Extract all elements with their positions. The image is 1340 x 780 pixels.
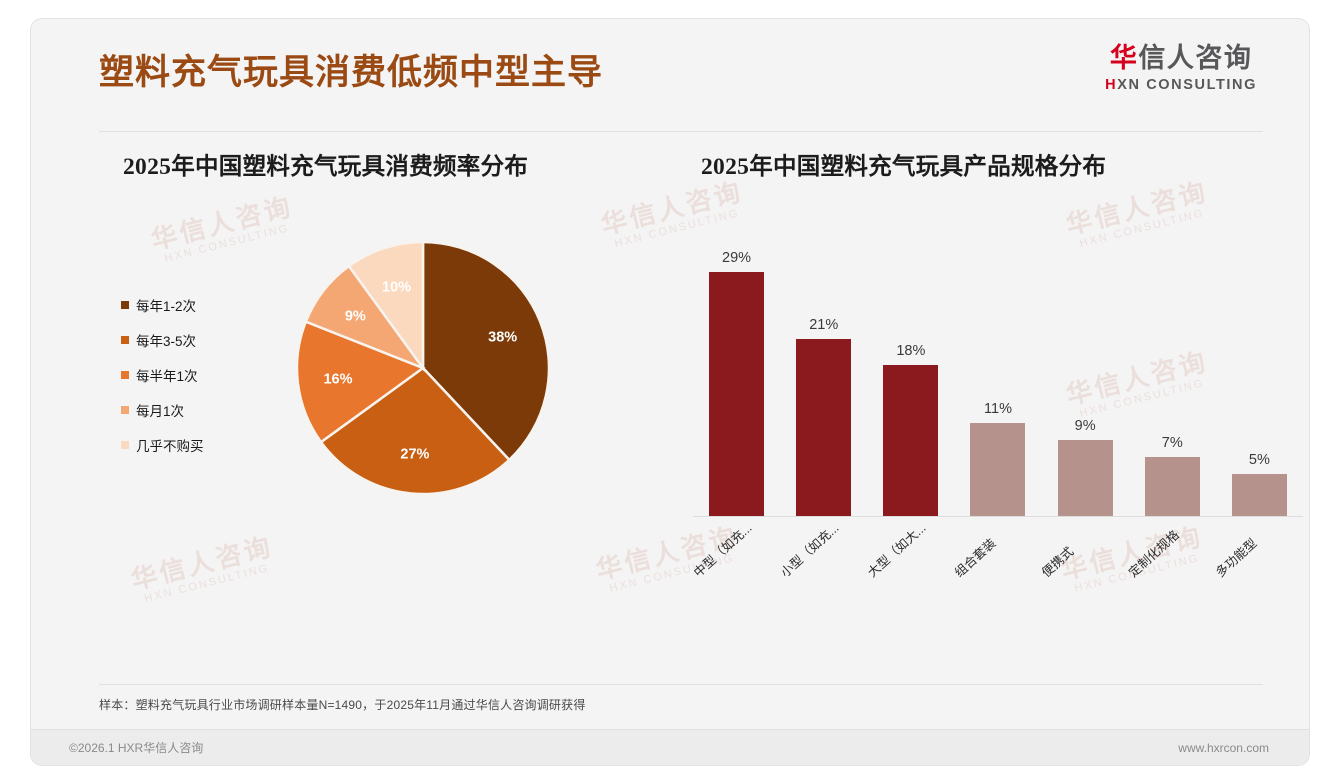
- slide-header: 塑料充气玩具消费低频中型主导 华信人咨询 HXN CONSULTING: [31, 19, 1309, 119]
- website-link[interactable]: www.hxrcon.com: [1178, 740, 1269, 755]
- bar-rect[interactable]: [796, 339, 852, 516]
- pie-graphic: 38% 27% 16% 9% 10%: [296, 241, 550, 495]
- pie-legend-label: 每年1-2次: [136, 299, 197, 314]
- bar-column[interactable]: 5%: [1216, 234, 1303, 516]
- pie-slice[interactable]: [421, 241, 550, 462]
- pie-legend-item[interactable]: 每月1次: [121, 400, 204, 420]
- bar-chart-title: 2025年中国塑料充气玩具产品规格分布: [701, 154, 1107, 180]
- bar-rect[interactable]: [970, 423, 1026, 516]
- bar-value-label: 21%: [809, 317, 839, 334]
- bar-category-label: 便携式: [1039, 544, 1077, 580]
- page-title: 塑料充气玩具消费低频中型主导: [99, 52, 604, 92]
- bar-category-labels: 中型（如充... 小型（如充... 大型（如大... 组合套装 便携式 定制化规格 多功能型: [691, 500, 1303, 580]
- copyright-text: ©2026.1 HXR华信人咨询: [69, 741, 204, 755]
- bottom-bar: ©2026.1 HXR华信人咨询 www.hxrcon.com: [31, 729, 1309, 765]
- legend-swatch-icon: [121, 406, 129, 414]
- bar-value-label: 9%: [1074, 418, 1096, 435]
- bar-column[interactable]: 9%: [1042, 234, 1129, 516]
- bar-category-label: 大型（如大...: [864, 520, 929, 580]
- bar-chart-panel: 2025年中国塑料充气玩具产品规格分布 29% 21% 18% 11% 9% 7% 5% 中…: [679, 147, 1309, 647]
- logo-en-red: H: [1105, 77, 1118, 94]
- company-logo: 华信人咨询 HXN CONSULTING: [1105, 45, 1257, 93]
- pie-legend: 每年1-2次 每年3-5次 每半年1次每月1次几乎不购买: [121, 295, 204, 455]
- pie-legend-label: 每月1次: [136, 404, 185, 419]
- pie-legend-item[interactable]: 每年1-2次: [121, 295, 204, 315]
- pie-chart-area: 每年1-2次 每年3-5次 每半年1次每月1次几乎不购买 38% 27% 16% 9% 10…: [93, 233, 673, 563]
- bar-rect[interactable]: [709, 272, 765, 516]
- slide-card: 华信人咨询 HXN CONSULTING 华信人咨询 HXN CONSULTIN…: [30, 18, 1310, 766]
- pie-legend-item[interactable]: 每半年1次: [121, 365, 204, 385]
- bar-category: 中型（如充...: [691, 500, 780, 580]
- pie-chart-title: 2025年中国塑料充气玩具消费频率分布: [123, 154, 529, 180]
- bar-axis-line: [693, 516, 1303, 517]
- bar-category-label: 中型（如充...: [690, 520, 755, 580]
- pie-slice-label: 27%: [400, 446, 429, 462]
- footnote-text: 样本：塑料充气玩具行业市场调研样本量N=1490，于2025年11月通过华信人咨…: [99, 698, 586, 712]
- header-divider: [99, 131, 1263, 132]
- footnote: 样本：塑料充气玩具行业市场调研样本量N=1490，于2025年11月通过华信人咨…: [99, 684, 1263, 713]
- bar-value-label: 29%: [722, 250, 752, 266]
- pie-legend-item[interactable]: 几乎不购买: [121, 435, 204, 455]
- pie-slice[interactable]: [347, 241, 425, 372]
- pie-legend-label: 每年3-5次: [136, 334, 197, 349]
- bar-category: 组合套装: [952, 500, 1041, 580]
- bar-column[interactable]: 7%: [1129, 234, 1216, 516]
- pie-svg: 38% 27% 16% 9% 10%: [296, 241, 550, 495]
- pie-slice-label: 10%: [382, 280, 411, 296]
- bar-category: 多功能型: [1213, 500, 1303, 580]
- pie-slice[interactable]: [296, 319, 426, 444]
- pie-legend-label: 几乎不购买: [136, 439, 204, 454]
- logo-cn-rest: 信人咨询: [1138, 43, 1253, 74]
- logo-chinese: 华信人咨询: [1105, 45, 1257, 72]
- bar-category-label: 组合套装: [952, 536, 999, 580]
- legend-swatch-icon: [121, 301, 129, 309]
- pie-legend-label: 每半年1次: [136, 369, 198, 384]
- footnote-divider: [99, 684, 1263, 685]
- bar-category-label: 定制化规格: [1126, 527, 1183, 580]
- legend-swatch-icon: [121, 336, 129, 344]
- pie-legend-item[interactable]: 每年3-5次: [121, 330, 204, 350]
- logo-en-rest: XN CONSULTING: [1117, 77, 1257, 94]
- charts-container: 2025年中国塑料充气玩具消费频率分布 每年1-2次 每年3-5次 每半年1次每月1…: [31, 147, 1309, 647]
- bar-series: 29% 21% 18% 11% 9% 7% 5%: [693, 234, 1303, 516]
- bar-value-label: 7%: [1161, 435, 1183, 452]
- pie-slice-label: 38%: [488, 329, 517, 345]
- bar-chart-area: 29% 21% 18% 11% 9% 7% 5% 中型（如充... 小型（如充... 大型（如大…: [691, 217, 1303, 580]
- pie-slice-label: 9%: [345, 308, 366, 324]
- bar-value-label: 5%: [1248, 451, 1270, 468]
- bar-rect[interactable]: [1144, 457, 1200, 516]
- bar-value-label: 11%: [984, 401, 1012, 418]
- bar-category: 小型（如充...: [778, 500, 867, 580]
- bar-column[interactable]: 11%: [954, 234, 1041, 516]
- bar-category: 定制化规格: [1126, 500, 1216, 580]
- legend-swatch-icon: [121, 371, 129, 379]
- legend-swatch-icon: [121, 441, 129, 449]
- pie-slice[interactable]: [319, 366, 512, 495]
- bar-rect[interactable]: [1231, 473, 1287, 516]
- bar-category: 便携式: [1039, 500, 1129, 580]
- bar-column[interactable]: 18%: [867, 234, 954, 516]
- bar-category-label: 小型（如充...: [777, 520, 842, 580]
- logo-cn-red: 华: [1109, 43, 1139, 74]
- bar-column[interactable]: 21%: [780, 234, 867, 516]
- bar-category-label: 多功能型: [1213, 536, 1261, 580]
- bar-rect[interactable]: [1057, 440, 1113, 516]
- pie-slice-label: 16%: [323, 372, 352, 388]
- bar-value-label: 18%: [896, 342, 926, 359]
- pie-chart-panel: 2025年中国塑料充气玩具消费频率分布 每年1-2次 每年3-5次 每半年1次每月1…: [93, 147, 673, 647]
- bar-category: 大型（如大...: [865, 500, 954, 580]
- bar-rect[interactable]: [883, 364, 939, 516]
- logo-english: HXN CONSULTING: [1105, 78, 1257, 93]
- bar-column[interactable]: 29%: [693, 234, 780, 516]
